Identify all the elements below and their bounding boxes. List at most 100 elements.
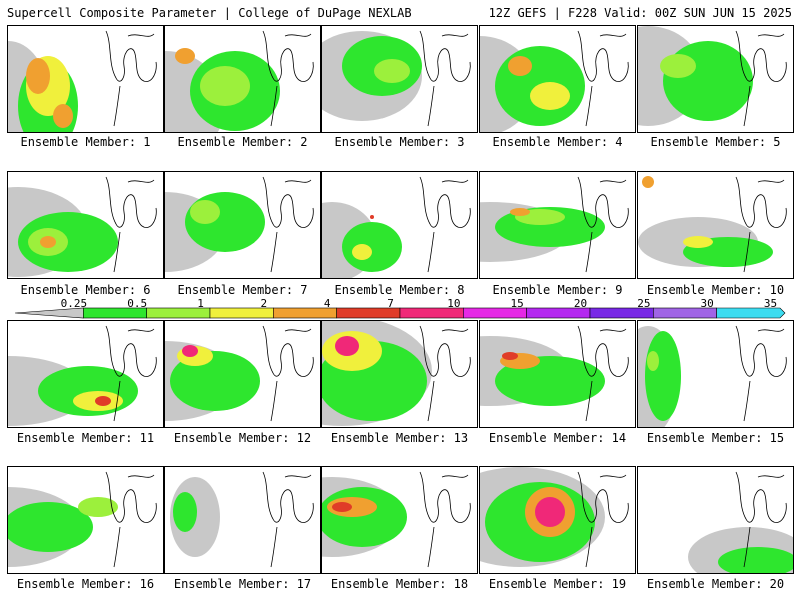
ensemble-member-label: Ensemble Member: 15 [646, 431, 785, 445]
coastline-outline [735, 471, 787, 568]
ensemble-panel-4 [479, 25, 636, 133]
scp-contour-fill [352, 244, 372, 260]
panel-map [8, 30, 157, 132]
page-title: Supercell Composite Parameter | College … [7, 6, 412, 20]
scp-contour-fill [332, 502, 352, 512]
coastline-outline [262, 471, 314, 568]
scp-contour-fill [8, 502, 93, 552]
scp-contour-fill [200, 66, 250, 106]
ensemble-member-label: Ensemble Member: 8 [334, 283, 465, 297]
coastline-outline [419, 176, 471, 273]
ensemble-panel-9 [479, 171, 636, 279]
coastline-outline [577, 471, 629, 568]
scp-contour-fill [53, 104, 73, 128]
scp-contour-fill [335, 336, 359, 356]
scp-contour-fill [642, 176, 654, 188]
panel-map [322, 321, 471, 426]
ensemble-panel-10 [637, 171, 794, 279]
scp-contour-fill [510, 208, 530, 216]
ensemble-panel-2 [164, 25, 321, 133]
colorbar-tick-label: 0.5 [127, 297, 148, 310]
panel-map [8, 471, 157, 568]
colorbar-tick-label: 1 [197, 297, 204, 310]
ensemble-member-label: Ensemble Member: 11 [16, 431, 155, 445]
coastline-outline [262, 30, 314, 127]
ensemble-member-label: Ensemble Member: 19 [488, 577, 627, 591]
ensemble-panel-19 [479, 466, 636, 574]
panel-map [480, 176, 629, 273]
ensemble-panel-11 [7, 320, 164, 428]
panel-map [638, 26, 787, 127]
ensemble-panel-6 [7, 171, 164, 279]
coastline-outline [419, 325, 471, 422]
scp-contour-fill [535, 497, 565, 527]
scp-contour-fill [95, 396, 111, 406]
colorbar-tick-label: 2 [260, 297, 268, 310]
ensemble-member-label: Ensemble Member: 13 [330, 431, 469, 445]
panel-map [165, 325, 314, 422]
panel-map [322, 176, 471, 278]
colorbar-tick-label: 20 [573, 297, 588, 310]
scp-contour-fill [182, 345, 198, 357]
ensemble-panel-16 [7, 466, 164, 574]
panel-map [165, 176, 314, 273]
coastline-outline [419, 30, 471, 127]
colorbar-tick-label: 0.25 [60, 297, 88, 310]
coastline-outline [735, 325, 787, 422]
scp-contour-fill [370, 215, 374, 219]
panel-map [8, 325, 157, 426]
panel-map [322, 30, 471, 127]
colorbar-tick-label: 25 [637, 297, 651, 310]
ensemble-panel-8 [321, 171, 478, 279]
scp-contour-fill [718, 547, 793, 573]
scp-contour-fill [170, 351, 260, 411]
coastline-outline [577, 325, 629, 422]
coastline-outline [105, 325, 157, 422]
colorbar-tick-label: 15 [510, 297, 524, 310]
scp-contour-fill [342, 222, 402, 272]
colorbar-tick-label: 30 [700, 297, 714, 310]
panel-map [480, 467, 629, 568]
ensemble-member-label: Ensemble Member: 9 [492, 283, 623, 297]
ensemble-panel-18 [321, 466, 478, 574]
panel-map [170, 471, 314, 568]
scp-contour-fill [530, 82, 570, 110]
coastline-outline [419, 471, 471, 568]
ensemble-member-label: Ensemble Member: 16 [16, 577, 155, 591]
ensemble-member-label: Ensemble Member: 5 [650, 135, 781, 149]
ensemble-member-label: Ensemble Member: 14 [488, 431, 627, 445]
panel-map [638, 325, 787, 427]
colorbar-tick-label: 10 [447, 297, 461, 310]
coastline-outline [735, 176, 787, 273]
scp-contour-fill [78, 497, 118, 517]
scp-contour-fill [502, 352, 518, 360]
panel-map [480, 30, 629, 132]
ensemble-member-label: Ensemble Member: 3 [334, 135, 465, 149]
ensemble-panel-3 [321, 25, 478, 133]
ensemble-member-label: Ensemble Member: 7 [177, 283, 308, 297]
ensemble-member-label: Ensemble Member: 18 [330, 577, 469, 591]
scp-contour-fill [645, 331, 681, 421]
coastline-outline [262, 176, 314, 273]
ensemble-panel-7 [164, 171, 321, 279]
ensemble-panel-13 [321, 320, 478, 428]
coastline-outline [105, 471, 157, 568]
panel-map [322, 471, 471, 568]
scp-contour-fill [40, 236, 56, 248]
colorbar [14, 307, 786, 319]
ensemble-panel-15 [637, 320, 794, 428]
ensemble-panel-1 [7, 25, 164, 133]
panel-map [638, 176, 787, 273]
ensemble-member-label: Ensemble Member: 4 [492, 135, 623, 149]
scp-contour-fill [322, 487, 407, 547]
ensemble-member-label: Ensemble Member: 1 [20, 135, 151, 149]
ensemble-panel-5 [637, 25, 794, 133]
ensemble-member-label: Ensemble Member: 2 [177, 135, 308, 149]
scp-contour-fill [663, 41, 753, 121]
scp-contour-fill [683, 236, 713, 248]
ensemble-member-label: Ensemble Member: 20 [646, 577, 785, 591]
colorbar-segment [716, 307, 786, 319]
scp-contour-fill [190, 200, 220, 224]
coastline-outline [105, 176, 157, 273]
ensemble-member-label: Ensemble Member: 6 [20, 283, 151, 297]
